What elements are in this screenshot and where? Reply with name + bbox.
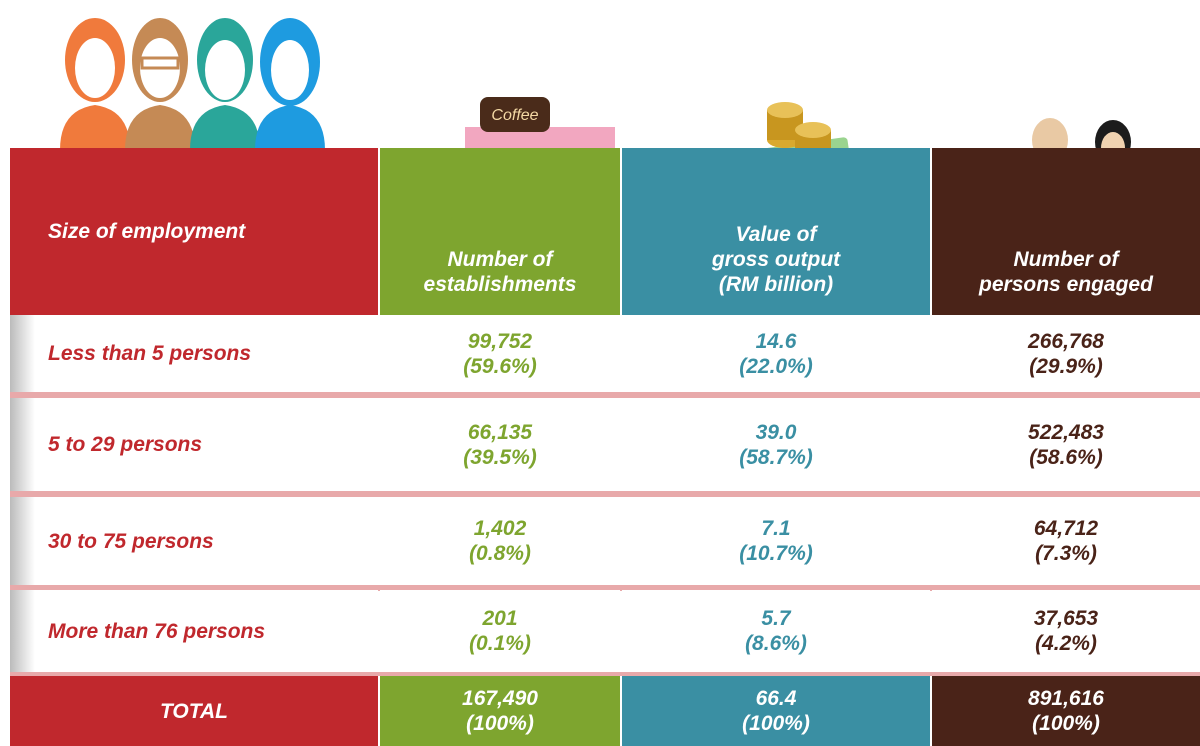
header-cell: Value of gross output (RM billion) <box>622 148 930 315</box>
row-label: More than 76 persons <box>10 590 378 672</box>
value-text: 39.0 <box>755 420 797 444</box>
people-icon <box>60 18 325 150</box>
row-label: Less than 5 persons <box>10 315 378 392</box>
data-cell: 266,768 (29.9%) <box>932 315 1200 392</box>
percent-text: (29.9%) <box>1029 354 1103 378</box>
value-text: 5.7 <box>761 607 791 630</box>
label-text: Less than 5 persons <box>48 342 252 365</box>
percent-text: (7.3%) <box>1035 542 1097 565</box>
data-cell: 201 (0.1%) <box>380 590 620 672</box>
total-label: TOTAL <box>10 676 378 746</box>
total-cell: 167,490 (100%) <box>380 676 620 746</box>
header-text: Number of <box>447 248 553 271</box>
percent-text: (0.1%) <box>469 632 531 655</box>
data-cell: 1,402 (0.8%) <box>380 497 620 585</box>
value-text: 522,483 <box>1028 420 1104 444</box>
label-text: More than 76 persons <box>48 619 266 643</box>
header-text: Value of <box>735 223 817 246</box>
header-cell: Number of establishments <box>380 148 620 315</box>
value-text: 167,490 <box>462 687 538 710</box>
header-cell: Number of persons engaged <box>932 148 1200 315</box>
row-separator <box>10 392 1200 398</box>
row-label: 5 to 29 persons <box>10 398 378 491</box>
header-text: Number of <box>1013 248 1119 271</box>
value-text: 7.1 <box>761 517 791 540</box>
header-text: establishments <box>423 273 577 296</box>
header-text: persons engaged <box>979 273 1153 296</box>
percent-text: (39.5%) <box>463 445 537 469</box>
header-text: Size of employment <box>48 220 246 243</box>
percent-text: (22.0%) <box>739 354 813 378</box>
percent-text: (4.2%) <box>1035 632 1097 655</box>
percent-text: (100%) <box>1032 712 1100 735</box>
value-text: 266,768 <box>1028 329 1104 353</box>
percent-text: (58.7%) <box>739 445 813 469</box>
percent-text: (100%) <box>466 712 534 735</box>
row-label: 30 to 75 persons <box>10 497 378 585</box>
svg-text:Coffee: Coffee <box>491 107 538 124</box>
row-separator <box>10 491 1200 497</box>
row-separator <box>10 672 1200 676</box>
header-text: gross output <box>711 248 841 271</box>
value-text: 37,653 <box>1033 607 1099 630</box>
value-text: 66.4 <box>755 687 797 710</box>
data-cell: 5.7 (8.6%) <box>622 590 930 672</box>
data-cell: 37,653 (4.2%) <box>932 590 1200 672</box>
data-cell: 39.0 (58.7%) <box>622 398 930 491</box>
data-cell: 99,752 (59.6%) <box>380 315 620 392</box>
value-text: 66,135 <box>467 420 533 444</box>
percent-text: (58.6%) <box>1029 445 1103 469</box>
total-cell: 891,616 (100%) <box>932 676 1200 746</box>
row-separator <box>10 585 1200 591</box>
value-text: 891,616 <box>1028 687 1104 710</box>
percent-text: (100%) <box>742 712 810 735</box>
label-text: 30 to 75 persons <box>48 529 214 553</box>
total-cell: 66.4 (100%) <box>622 676 930 746</box>
label-text: TOTAL <box>159 699 229 723</box>
data-cell: 522,483 (58.6%) <box>932 398 1200 491</box>
value-text: 201 <box>482 607 518 630</box>
data-cell: 14.6 (22.0%) <box>622 315 930 392</box>
label-text: 5 to 29 persons <box>48 433 203 456</box>
value-text: 99,752 <box>467 329 533 353</box>
data-cell: 7.1 (10.7%) <box>622 497 930 585</box>
header-text: (RM billion) <box>718 273 834 296</box>
value-text: 14.6 <box>755 329 797 353</box>
percent-text: (59.6%) <box>463 354 537 378</box>
value-text: 64,712 <box>1033 517 1099 540</box>
data-cell: 64,712 (7.3%) <box>932 497 1200 585</box>
value-text: 1,402 <box>473 517 527 540</box>
percent-text: (0.8%) <box>469 542 531 565</box>
header-cell: Size of employment <box>10 148 378 315</box>
percent-text: (8.6%) <box>745 632 807 655</box>
percent-text: (10.7%) <box>739 542 813 565</box>
data-cell: 66,135 (39.5%) <box>380 398 620 491</box>
